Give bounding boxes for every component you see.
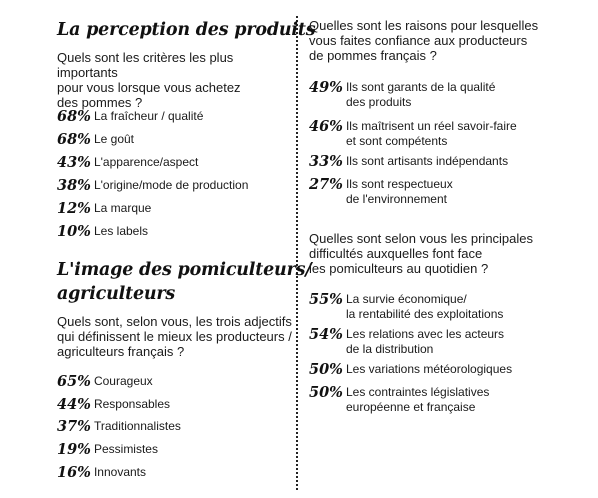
percentage: 43% [57, 154, 91, 171]
percentage: 33% [309, 153, 343, 170]
question-difficulties: Quelles sont selon vous les principales … [309, 231, 589, 276]
list-item: 68% Le goût [57, 132, 134, 147]
question-line: Quelles sont les raisons pour lesquelles [309, 18, 539, 33]
item-label: L'apparence/aspect [93, 155, 199, 169]
question-criteria: Quels sont les critères les plus importa… [57, 50, 297, 110]
percentage: 65% [57, 373, 91, 390]
question-line: Quelles sont selon vous les principales [309, 231, 534, 246]
item-label-line: et sont compétents [345, 134, 448, 148]
list-item: 38% L'origine/mode de production [57, 178, 248, 193]
section-title-perception: La perception des produits [57, 20, 316, 40]
item-label-line: Ils sont respectueux [345, 177, 453, 191]
list-item: 33% Ils sont artisants indépendants [309, 154, 508, 169]
item-label: Les contraintes législatives européenne … [346, 385, 489, 415]
question-line: difficultés auxquelles font face [309, 246, 483, 261]
question-line: de pommes français ? [309, 48, 437, 63]
list-item: 49% Ils sont garants de la qualité des p… [309, 80, 495, 110]
question-line: des pommes ? [57, 95, 143, 110]
item-label-line: la rentabilité des exploitations [345, 307, 504, 321]
percentage: 55% [309, 291, 343, 308]
list-item: 43% L'apparence/aspect [57, 155, 198, 170]
question-line: qui définissent le mieux les producteurs… [57, 329, 292, 344]
question-line: vous faites confiance aux producteurs [309, 33, 528, 48]
item-label: La marque [93, 201, 152, 215]
item-label: Responsables [93, 397, 171, 411]
list-item: 44% Responsables [57, 397, 170, 412]
list-item: 19% Pessimistes [57, 442, 158, 457]
item-label-line: Ils sont garants de la qualité [345, 80, 496, 94]
list-item: 10% Les labels [57, 224, 148, 239]
list-item: 55% La survie économique/ la rentabilité… [309, 292, 503, 322]
percentage: 37% [57, 418, 91, 435]
item-label: Innovants [93, 465, 147, 479]
list-item: 12% La marque [57, 201, 151, 216]
question-line: pour vous lorsque vous achetez [57, 80, 241, 95]
question-line: Quels sont, selon vous, les trois adject… [57, 314, 292, 329]
item-label: Les labels [93, 224, 149, 238]
percentage: 46% [309, 118, 343, 135]
percentage: 68% [57, 108, 91, 125]
section-title-line: L'image des pomiculteurs/ [57, 260, 312, 280]
item-label: Ils sont garants de la qualité des produ… [346, 80, 495, 110]
percentage: 16% [57, 464, 91, 481]
item-label: Ils sont artisants indépendants [345, 154, 509, 168]
percentage: 19% [57, 441, 91, 458]
item-label: Traditionnalistes [93, 419, 181, 433]
section-title-line: agriculteurs [57, 284, 176, 304]
list-item: 50% Les variations météorologiques [309, 362, 512, 377]
item-label-line: européenne et française [345, 400, 476, 414]
percentage: 68% [57, 131, 91, 148]
percentage: 49% [309, 79, 343, 96]
percentage: 12% [57, 200, 91, 217]
question-line: Quels sont les critères les plus importa… [57, 50, 234, 80]
item-label: L'origine/mode de production [93, 178, 249, 192]
percentage: 27% [309, 176, 343, 193]
item-label: Les relations avec les acteurs de la dis… [346, 327, 504, 357]
item-label-line: Les contraintes législatives [345, 385, 490, 399]
question-line: les pomiculteurs au quotidien ? [309, 261, 489, 276]
list-item: 27% Ils sont respectueux de l'environnem… [309, 177, 453, 207]
percentage: 54% [309, 326, 343, 343]
list-item: 37% Traditionnalistes [57, 419, 181, 434]
list-item: 16% Innovants [57, 465, 146, 480]
item-label-line: Ils maîtrisent un réel savoir-faire [345, 119, 517, 133]
column-divider [296, 16, 298, 490]
question-line: agriculteurs français ? [57, 344, 185, 359]
item-label: Pessimistes [93, 442, 158, 456]
percentage: 44% [57, 396, 91, 413]
percentage: 38% [57, 177, 91, 194]
list-item: 68% La fraîcheur / qualité [57, 109, 203, 124]
item-label: La fraîcheur / qualité [93, 109, 204, 123]
question-adjectives: Quels sont, selon vous, les trois adject… [57, 314, 297, 359]
item-label-line: des produits [345, 95, 412, 109]
item-label-line: de l'environnement [345, 192, 447, 206]
item-label-line: La survie économique/ [345, 292, 467, 306]
percentage: 50% [309, 384, 343, 401]
item-label-line: de la distribution [345, 342, 434, 356]
percentage: 10% [57, 223, 91, 240]
item-label: Ils maîtrisent un réel savoir-faire et s… [346, 119, 517, 149]
list-item: 65% Courageux [57, 374, 153, 389]
section-title-image: L'image des pomiculteurs/ agriculteurs [57, 258, 312, 306]
list-item: 46% Ils maîtrisent un réel savoir-faire … [309, 119, 517, 149]
list-item: 50% Les contraintes législatives europée… [309, 385, 489, 415]
item-label-line: Les relations avec les acteurs [345, 327, 505, 341]
item-label: Les variations météorologiques [345, 362, 513, 376]
list-item: 54% Les relations avec les acteurs de la… [309, 327, 504, 357]
item-label: Courageux [93, 374, 153, 388]
item-label: La survie économique/ la rentabilité des… [346, 292, 503, 322]
question-trust: Quelles sont les raisons pour lesquelles… [309, 18, 589, 63]
percentage: 50% [309, 361, 343, 378]
item-label: Ils sont respectueux de l'environnement [346, 177, 453, 207]
item-label: Le goût [93, 132, 135, 146]
